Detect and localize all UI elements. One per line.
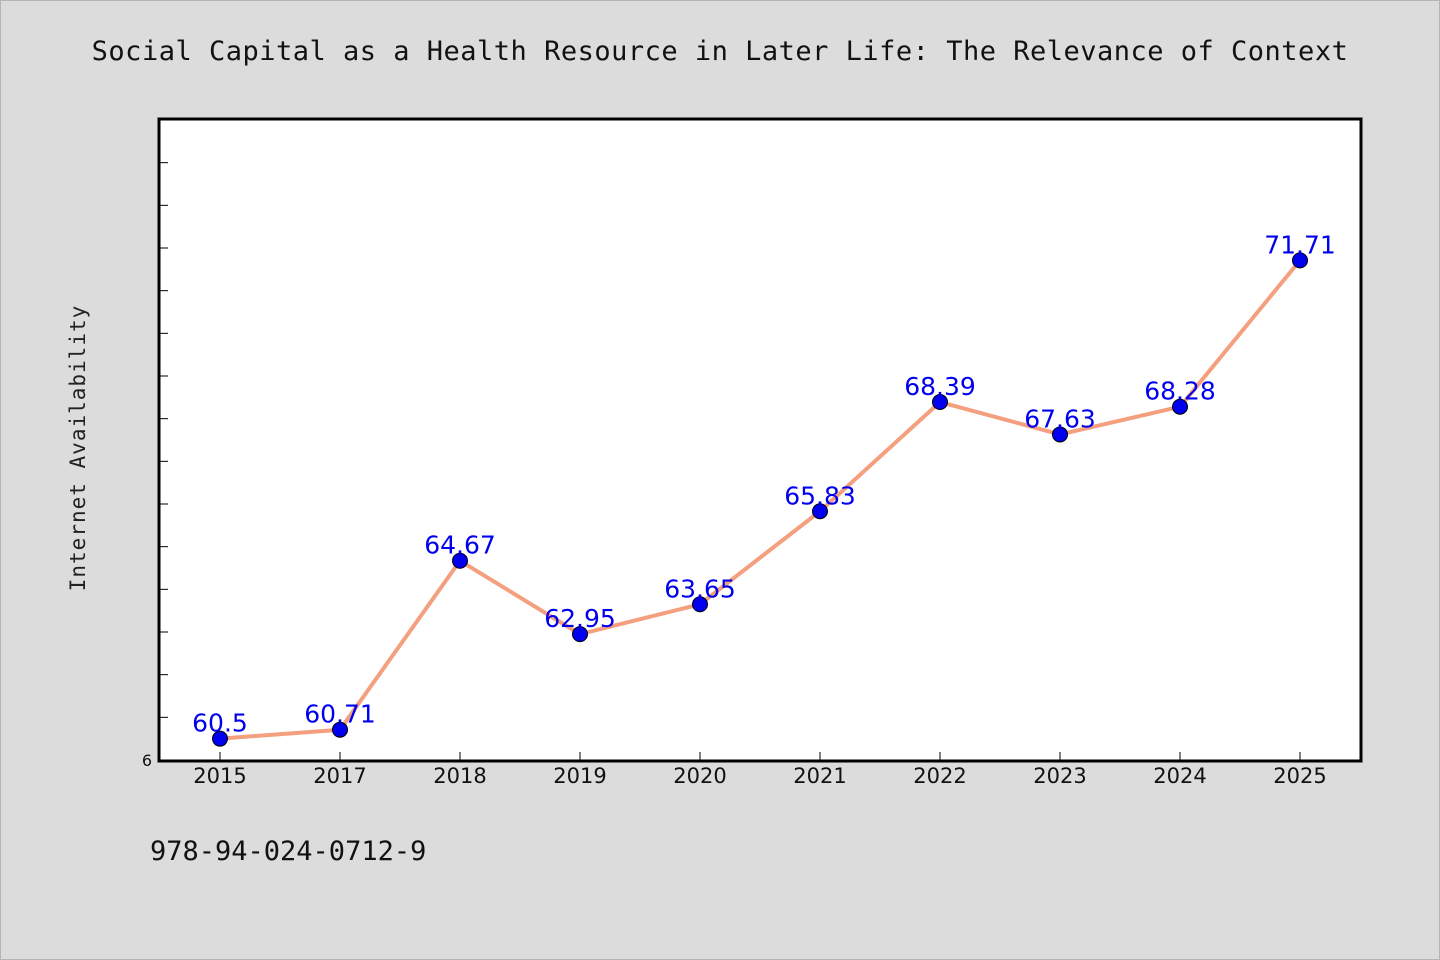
- data-point: [1172, 398, 1188, 415]
- data-label: 68.28: [1144, 377, 1216, 406]
- data-label: 65.83: [784, 481, 856, 510]
- data-label: 64.67: [424, 531, 496, 560]
- data-label: 60.71: [304, 700, 376, 729]
- data-point: [1052, 426, 1068, 443]
- data-label: 62.95: [544, 604, 616, 633]
- data-point: [572, 626, 588, 643]
- x-tick-label: 2019: [553, 764, 606, 788]
- x-tick-label: 2017: [313, 764, 366, 788]
- y-axis-ticks: 6: [142, 162, 168, 770]
- data-point: [332, 721, 348, 738]
- x-tick-label: 2018: [433, 764, 486, 788]
- data-label: 63.65: [664, 574, 736, 603]
- data-point: [212, 730, 228, 747]
- data-label: 67.63: [1024, 404, 1096, 433]
- x-tick-label: 2022: [913, 764, 966, 788]
- chart-title: Social Capital as a Health Resource in L…: [91, 36, 1349, 67]
- data-point: [692, 596, 708, 613]
- data-point: [1292, 252, 1308, 269]
- data-point: [812, 503, 828, 520]
- x-tick-label: 2024: [1153, 764, 1206, 788]
- data-label: 60.5: [192, 709, 248, 738]
- data-point: [932, 394, 948, 411]
- data-point: [452, 552, 468, 569]
- x-tick-label: 2021: [793, 764, 846, 788]
- data-label: 68.39: [904, 372, 976, 401]
- series-group: 60.5 60.71 64.67 62.95 63.65 65.83 68.39 67.63 6…: [192, 230, 1336, 747]
- x-tick-label: 2023: [1033, 764, 1086, 788]
- x-axis-ticks: 2015 2017 2018 2019 2020 2021 2022 2023 2024 2025: [193, 752, 1327, 788]
- plot-area: [157, 117, 1363, 763]
- y-tick-label: 6: [142, 751, 152, 770]
- x-tick-label: 2015: [193, 764, 246, 788]
- data-label: 71.71: [1264, 230, 1336, 259]
- x-tick-label: 2020: [673, 764, 726, 788]
- x-tick-label: 2025: [1273, 764, 1326, 788]
- series-line: [218, 258, 1302, 741]
- isbn-code: 978-94-024-0712-9: [150, 836, 427, 867]
